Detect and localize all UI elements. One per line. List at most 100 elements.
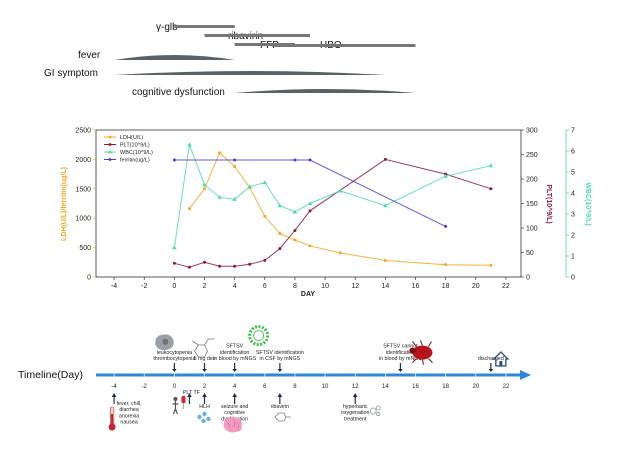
left-tick-label: 1500 bbox=[75, 186, 91, 193]
data-point-plt-10-9-l bbox=[278, 247, 282, 251]
person-body bbox=[172, 401, 179, 415]
series-wbc-10-9-l bbox=[172, 142, 494, 250]
treatment-symptom-panel: γ-glb ribavirinFFPHBO fever GI symptom cogni… bbox=[44, 22, 416, 98]
event-below-day-4: seizure andcognitivedysfunction bbox=[221, 393, 248, 433]
series-ferritin-ug-l bbox=[172, 158, 448, 228]
brain-folds bbox=[227, 419, 239, 430]
data-point-ferritin-ug-l bbox=[444, 224, 448, 228]
x-tick-label: 12 bbox=[351, 283, 359, 290]
event-arrowhead bbox=[111, 393, 117, 397]
wbc-tick-label: 1 bbox=[571, 254, 575, 261]
event-label-line: PLT TF bbox=[183, 390, 201, 396]
series-ldh-u-l bbox=[187, 151, 493, 267]
blood-cell bbox=[206, 416, 211, 422]
treatment-bar bbox=[272, 44, 416, 47]
data-point-wbc-10-9-l bbox=[307, 201, 313, 206]
event-label: 5 mg dex bbox=[194, 356, 216, 362]
dex-molecule-icon bbox=[192, 338, 215, 358]
x-axis-ticks: -4 -2 0 2 4 6 8 10 12 14 16 18 20 22 bbox=[111, 277, 510, 290]
plot-area bbox=[95, 129, 522, 278]
event-label-line: fever, chill, bbox=[117, 401, 142, 407]
legend-swatch-marker bbox=[108, 158, 112, 161]
plt-tick-label: 100 bbox=[526, 226, 538, 233]
treatment-bar bbox=[234, 43, 295, 46]
bubble bbox=[369, 407, 377, 415]
treatment-bar bbox=[174, 25, 235, 28]
virus-cell-icon bbox=[155, 334, 174, 351]
event-label-line: treatment bbox=[344, 416, 367, 422]
event-arrowhead bbox=[352, 393, 358, 397]
event-label-line: SFTSV bbox=[226, 344, 244, 350]
event-label: SFTSV identification in blood by mNGS bbox=[213, 344, 256, 362]
treatment-hbo: HBO bbox=[272, 40, 416, 51]
data-point-ldh-u-l bbox=[444, 263, 448, 267]
timeline-tick-label: 22 bbox=[503, 384, 510, 390]
event-label-line: anorexia bbox=[119, 413, 139, 419]
data-point-wbc-10-9-l bbox=[172, 245, 177, 250]
blood-cell bbox=[197, 414, 202, 420]
molecule-ring bbox=[274, 412, 291, 422]
data-point-ferritin-ug-l bbox=[172, 158, 176, 162]
plt-tick-label: 150 bbox=[526, 201, 538, 208]
x-tick-label: 8 bbox=[293, 283, 297, 290]
data-point-ldh-u-l bbox=[308, 244, 312, 248]
timeline-tick-label: 0 bbox=[173, 384, 177, 390]
event-arrowhead bbox=[172, 369, 177, 372]
wbc-tick-label: 3 bbox=[571, 212, 575, 219]
legend-swatch-marker bbox=[108, 150, 112, 154]
legend-swatch-marker bbox=[108, 135, 112, 139]
series-line-wbc-10-9-l bbox=[173, 142, 492, 248]
thermo-bulb bbox=[108, 423, 116, 431]
timeline-tick-label: 10 bbox=[322, 384, 329, 390]
virus-capsid bbox=[248, 325, 270, 347]
event-below-day-1: PLT TF bbox=[172, 390, 201, 415]
event-above-day-0: leukocytopenia thrombocytopenia bbox=[153, 334, 195, 372]
data-point-wbc-10-9-l bbox=[202, 182, 207, 187]
event-label-line: SFTSV identification bbox=[256, 350, 304, 356]
event-label: HLH bbox=[199, 404, 210, 410]
right-axis-plt-ticks: 0 50 100 150 200 250 300 bbox=[521, 128, 538, 282]
x-tick-label: 18 bbox=[442, 283, 450, 290]
x-tick-label: 6 bbox=[263, 283, 267, 290]
wbc-tick-label: 0 bbox=[571, 275, 575, 282]
event-below-day-4: fever, chill, diarrhea anorexia nausea bbox=[108, 393, 142, 431]
event-arrowhead bbox=[232, 369, 237, 372]
data-point-plt-10-9-l bbox=[172, 261, 176, 265]
treatment-label: γ-glb bbox=[156, 22, 178, 33]
data-point-ldh-u-l bbox=[187, 207, 191, 211]
event-label-line: identification bbox=[386, 350, 416, 356]
treatment-ribavirin: ribavirin bbox=[204, 31, 311, 42]
event-label-line: leukocytopenia bbox=[157, 350, 192, 356]
symptom-curve bbox=[114, 71, 386, 75]
data-point-ferritin-ug-l bbox=[293, 158, 297, 162]
event-arrowhead bbox=[398, 369, 403, 372]
symptom-curve bbox=[234, 89, 416, 93]
lab-values-chart: -4 -2 0 2 4 6 8 10 12 14 16 18 20 22 0500100015002000… bbox=[61, 128, 592, 299]
event-arrowhead bbox=[187, 393, 192, 397]
thermo-mercury bbox=[111, 414, 114, 425]
symptom-label: fever bbox=[78, 50, 101, 61]
data-point-plt-10-9-l bbox=[233, 264, 237, 268]
event-label-line: HLH bbox=[199, 404, 210, 410]
plt-tick-label: 300 bbox=[526, 128, 538, 135]
data-point-wbc-10-9-l bbox=[292, 209, 298, 214]
symptom-gi-symptom: GI symptom bbox=[44, 68, 386, 79]
symptom-curve bbox=[114, 55, 235, 60]
person-head bbox=[173, 397, 178, 401]
event-label: hyperbaric oxygenation treatment bbox=[341, 404, 370, 422]
data-point-ldh-u-l bbox=[383, 259, 387, 263]
event-label-line: in CSF by mNGS bbox=[260, 356, 301, 362]
legend-label: ferritin(ug/L) bbox=[120, 158, 150, 164]
data-point-plt-10-9-l bbox=[248, 262, 252, 266]
event-label-line: thrombocytopenia bbox=[153, 356, 195, 362]
tick-legs bbox=[412, 340, 433, 365]
left-tick-label: 500 bbox=[79, 245, 91, 252]
timeline-tick-label: 4 bbox=[233, 384, 237, 390]
bubbles-icon bbox=[369, 405, 381, 417]
event-above-day-4: SFTSV identification in blood by mNGS bbox=[213, 325, 270, 372]
timeline-arrowhead bbox=[520, 370, 531, 380]
tick-insect-icon bbox=[409, 340, 433, 365]
legend-label: WBC(10^9/L) bbox=[120, 150, 153, 156]
timeline-tick-label: 8 bbox=[293, 384, 297, 390]
